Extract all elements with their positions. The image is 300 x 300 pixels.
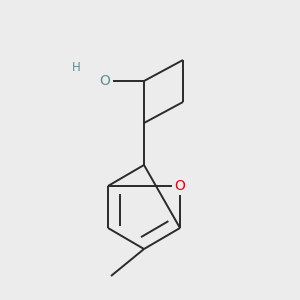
Text: O: O	[175, 179, 185, 193]
Text: H: H	[72, 61, 81, 74]
Text: O: O	[100, 74, 110, 88]
